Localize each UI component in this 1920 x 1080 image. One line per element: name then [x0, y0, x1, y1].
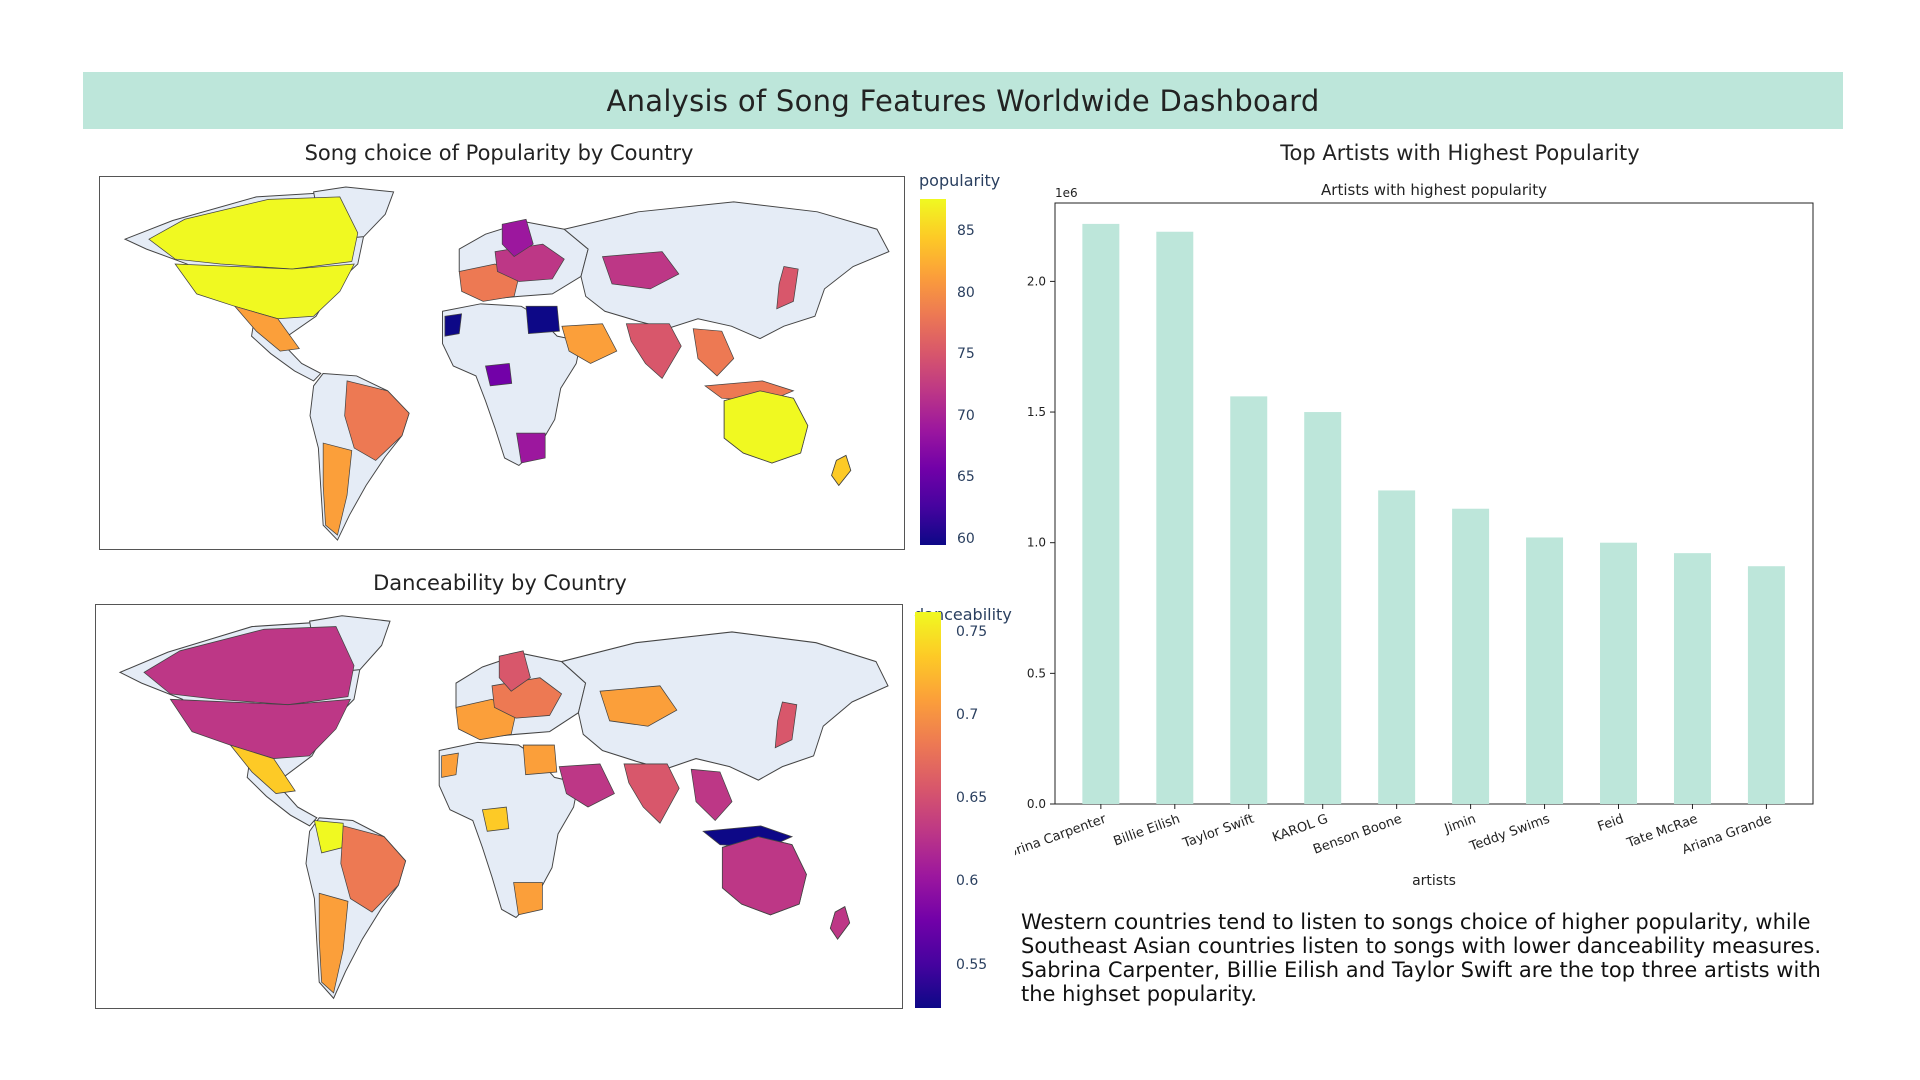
x-tick-label: Taylor Swift [1180, 812, 1256, 852]
danceability-map[interactable] [95, 604, 903, 1009]
country-morocco[interactable] [444, 313, 463, 337]
popularity-tick-65: 65 [957, 469, 975, 485]
country-india[interactable] [623, 763, 680, 824]
x-axis-label: artists [1412, 873, 1456, 889]
x-tick-label: Jimin [1442, 812, 1478, 837]
bar-benson-boone [1378, 490, 1416, 804]
country-morocco[interactable] [441, 752, 459, 778]
x-tick-label: Teddy Swims [1467, 812, 1552, 855]
country-new-zealand-fill[interactable] [829, 906, 851, 940]
country-australia-fill[interactable] [723, 390, 809, 464]
bar-ariana-grande [1747, 566, 1785, 804]
y-tick-label: 2.0 [1027, 274, 1046, 288]
country-arabia[interactable] [558, 763, 615, 808]
bar-tate-mcrae [1673, 553, 1711, 804]
country-arabia[interactable] [561, 323, 618, 364]
country-scandinavia[interactable] [501, 218, 534, 258]
popularity-colorbar-title: popularity [919, 171, 1001, 190]
popularity-colorbar [920, 199, 946, 545]
danceability-colorbar [915, 612, 941, 1008]
y-tick-label: 1.0 [1027, 536, 1046, 550]
country-southeast-asia[interactable] [690, 768, 733, 822]
country-south-africa[interactable] [516, 432, 546, 464]
x-tick-label: Sabrina Carpenter [1015, 811, 1109, 866]
bar-teddy-swims [1526, 537, 1564, 804]
country-scandinavia[interactable] [498, 650, 531, 692]
bar-taylor-swift [1230, 396, 1268, 804]
country-canada[interactable] [143, 626, 355, 706]
popularity-map-title: Song choice of Popularity by Country [304, 141, 694, 165]
y-tick-label: 1.5 [1027, 405, 1046, 419]
danceability-tick-06: 0.6 [956, 873, 979, 889]
chart-section-title: Top Artists with Highest Popularity [1280, 141, 1640, 165]
country-south-africa[interactable] [513, 882, 543, 916]
country-brazil[interactable] [344, 380, 410, 461]
country-new-zealand-fill[interactable] [831, 454, 852, 486]
bar-karol-g [1304, 412, 1342, 804]
popularity-map[interactable] [99, 176, 905, 550]
bar-sabrina-carpenter [1082, 223, 1120, 804]
danceability-map-title: Danceability by Country [373, 571, 627, 595]
country-canada[interactable] [148, 196, 359, 270]
x-tick-label: Billie Eilish [1112, 812, 1182, 850]
bar-jimin [1452, 508, 1490, 804]
popularity-map-svg [123, 186, 890, 541]
dashboard-title: Analysis of Song Features Worldwide Dash… [606, 83, 1320, 118]
country-japan[interactable] [776, 266, 799, 310]
country-australia-fill[interactable] [722, 836, 807, 916]
y-offset-label: 1e6 [1055, 186, 1078, 200]
y-tick-label: 0.0 [1027, 797, 1046, 811]
country-argentina[interactable] [322, 442, 353, 536]
bar-feid [1600, 542, 1637, 804]
country-nigeria[interactable] [485, 363, 513, 387]
country-usa[interactable] [174, 263, 355, 320]
country-nigeria[interactable] [481, 806, 510, 832]
popularity-tick-80: 80 [957, 285, 975, 301]
dashboard-title-banner: Analysis of Song Features Worldwide Dash… [83, 72, 1843, 129]
country-argentina[interactable] [318, 892, 349, 994]
country-usa[interactable] [169, 698, 352, 759]
country-egypt[interactable] [525, 305, 560, 335]
land-asia [563, 201, 890, 340]
x-tick-label: Feid [1596, 812, 1626, 835]
country-mexico[interactable] [229, 744, 296, 794]
y-tick-label: 0.5 [1027, 666, 1046, 680]
country-india[interactable] [625, 323, 682, 379]
popularity-tick-60: 60 [957, 531, 975, 547]
danceability-tick-075: 0.75 [956, 624, 988, 640]
popularity-tick-70: 70 [957, 408, 975, 424]
chart-title: Artists with highest popularity [1321, 181, 1547, 199]
country-mexico[interactable] [233, 305, 300, 352]
country-kazakhstan[interactable] [601, 251, 680, 290]
land-africa [442, 303, 582, 467]
land-asia [560, 631, 889, 781]
danceability-tick-065: 0.65 [956, 790, 988, 806]
artists-bar-chart: Artists with highest popularity 1e6 arti… [1015, 181, 1814, 889]
popularity-tick-75: 75 [957, 346, 975, 362]
land-africa [438, 741, 579, 919]
danceability-map-svg [118, 615, 889, 1000]
country-kazakhstan[interactable] [599, 685, 678, 727]
country-brazil[interactable] [340, 825, 407, 913]
summary-text: Western countries tend to listen to song… [1021, 910, 1821, 1006]
danceability-tick-07: 0.7 [956, 707, 979, 723]
country-japan[interactable] [774, 701, 798, 749]
popularity-tick-85: 85 [957, 223, 975, 239]
danceability-tick-055: 0.55 [956, 957, 988, 973]
bar-billie-eilish [1156, 231, 1194, 804]
country-southeast-asia[interactable] [692, 328, 735, 377]
country-egypt[interactable] [522, 744, 558, 776]
